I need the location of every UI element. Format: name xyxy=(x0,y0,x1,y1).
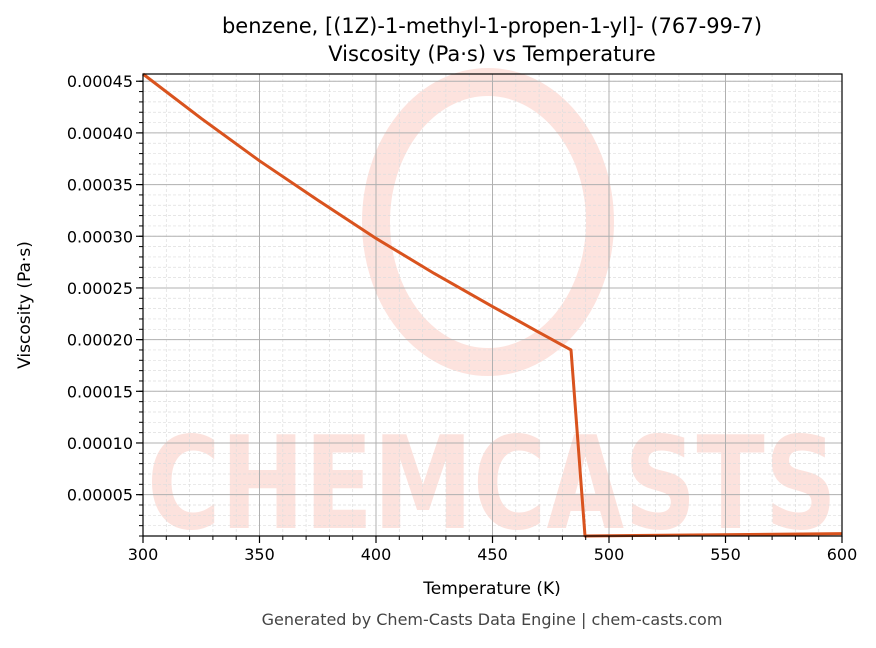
y-tick-label: 0.00020 xyxy=(67,331,133,350)
watermark-circle xyxy=(362,68,614,376)
x-tick-label: 350 xyxy=(244,545,275,564)
x-axis-label: Temperature (K) xyxy=(422,579,561,599)
x-tick-label: 600 xyxy=(827,545,858,564)
y-tick-label: 0.00045 xyxy=(67,72,133,91)
y-tick-label: 0.00035 xyxy=(67,176,133,195)
x-tick-label: 500 xyxy=(594,545,625,564)
y-tick-label: 0.00025 xyxy=(67,279,133,298)
x-tick-label: 550 xyxy=(710,545,741,564)
y-tick-label: 0.00040 xyxy=(67,124,133,143)
y-tick-label: 0.00030 xyxy=(67,227,133,246)
x-tick-label: 400 xyxy=(361,545,392,564)
x-tick-label: 450 xyxy=(477,545,508,564)
x-tick-label: 300 xyxy=(128,545,159,564)
y-axis-label: Viscosity (Pa·s) xyxy=(15,241,35,369)
y-tick-label: 0.00010 xyxy=(67,434,133,453)
y-tick-label: 0.00015 xyxy=(67,382,133,401)
chart-title: benzene, [(1Z)-1-methyl-1-propen-1-yl]- … xyxy=(222,14,762,38)
y-tick-label: 0.00005 xyxy=(67,486,133,505)
footer-credit: Generated by Chem-Casts Data Engine | ch… xyxy=(262,610,723,629)
chart-subtitle: Viscosity (Pa·s) vs Temperature xyxy=(328,42,656,66)
viscosity-line xyxy=(142,72,843,538)
